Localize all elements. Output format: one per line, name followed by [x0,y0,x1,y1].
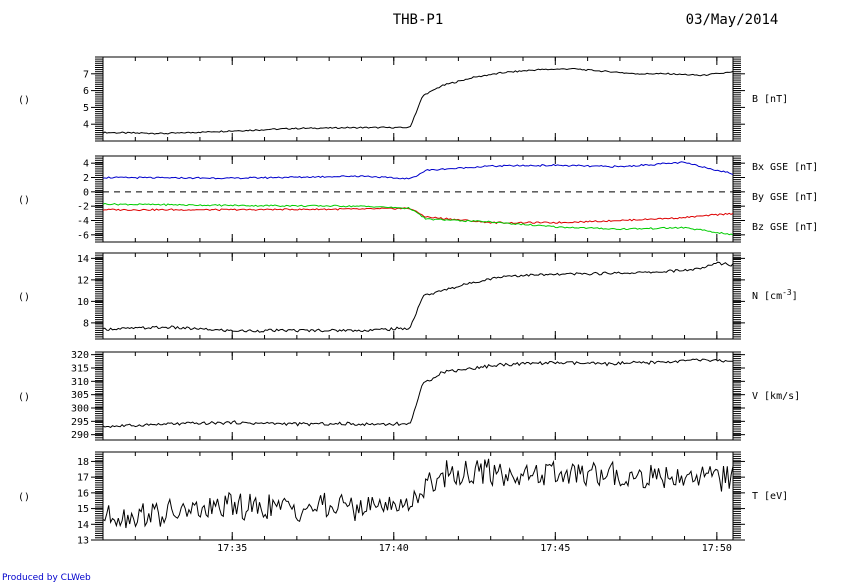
panel-bxyz: -6 -4 -2 0 2 4 () Bx GSE [nT] By GSE [nT] Bz GSE … [18,155,818,243]
y-tick-label: 14 [77,254,89,265]
x-axis: 17:35 17:40 17:45 17:50 [217,543,732,554]
y-tick-label: 310 [71,377,89,388]
x-tick-label: 17:50 [702,543,732,554]
legend-label: Bz GSE [nT] [752,222,818,233]
y-tick-label: 290 [71,430,89,441]
y-axis-label: T [eV] [752,491,788,502]
panel-v: 290 295 300 305 310 315 320 () V [km/s] [18,350,800,441]
y-tick-label: 14 [77,520,89,531]
y-tick-label: 315 [71,364,89,375]
left-unit-label: () [18,492,30,503]
y-tick-label: 295 [71,417,89,428]
y-tick-label: 18 [77,457,89,468]
y-tick-label: 0 [83,187,89,198]
y-axis-label: V [km/s] [752,391,800,402]
y-tick-label: 5 [83,103,89,114]
y-tick-label: 2 [83,173,89,184]
panel-frame [102,351,734,441]
credit-text: Produced by CLWeb [2,573,91,583]
series-line-b [103,68,733,135]
panel-frame [102,451,734,541]
series-line-bxyz-0 [103,207,733,225]
panels-group: 4 5 6 7 () B [nT] -6 -4 -2 0 2 4 () Bx GSE [nT] By GSE… [18,56,818,547]
y-tick-label: 17 [77,473,89,484]
panel-frame [102,56,734,142]
y-tick-label: -6 [77,230,89,241]
chart-title: THB-P1 [393,12,444,28]
legend-label: Bx GSE [nT] [752,162,818,173]
y-tick-label: 4 [83,120,89,131]
y-axis-label: N [cm-3] [752,288,798,302]
y-tick-label: 300 [71,404,89,415]
chart-date: 03/May/2014 [686,12,779,28]
left-unit-label: () [18,392,30,403]
y-tick-label: 4 [83,159,89,170]
y-tick-label: 7 [83,69,89,80]
left-unit-label: () [18,95,30,106]
series-line-bxyz-2 [103,161,733,180]
y-tick-label: 6 [83,86,89,97]
y-tick-label: 10 [77,297,89,308]
y-tick-label: 13 [77,536,89,547]
y-tick-label: 16 [77,488,89,499]
series-line-bxyz-1 [103,202,733,236]
legend-label: By GSE [nT] [752,192,818,203]
panel-t: 13 14 15 16 17 18 () T [eV] [18,451,788,547]
x-tick-label: 17:35 [217,543,247,554]
y-tick-label: 305 [71,390,89,401]
y-tick-label: -4 [77,216,89,227]
y-tick-label: 8 [83,318,89,329]
y-tick-label: -2 [77,202,89,213]
x-tick-label: 17:45 [540,543,570,554]
y-tick-label: 12 [77,275,89,286]
panel-b: 4 5 6 7 () B [nT] [18,56,788,142]
y-tick-label: 15 [77,504,89,515]
y-axis-label: B [nT] [752,94,788,105]
series-line-n [103,261,733,333]
x-tick-label: 17:40 [379,543,409,554]
left-unit-label: () [18,292,30,303]
left-unit-label: () [18,195,30,206]
series-line-t [103,458,733,529]
panel-frame [102,252,734,340]
panel-n: 8 10 12 14 () N [cm-3] [18,252,798,340]
series-line-v [103,358,733,428]
y-tick-label: 320 [71,350,89,361]
